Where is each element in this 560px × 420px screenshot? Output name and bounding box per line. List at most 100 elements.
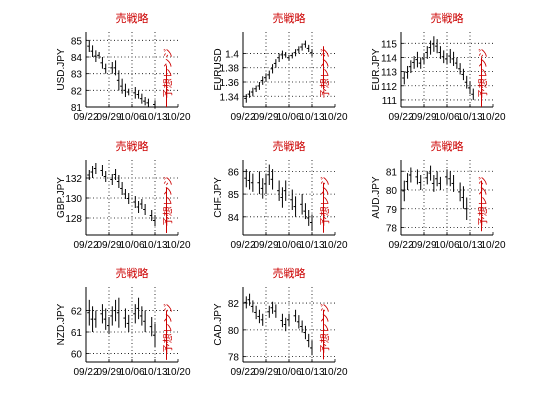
x-tick-label: 09/29 (96, 367, 121, 378)
y-axis-label: EUR.JPY (371, 48, 382, 91)
chart-panel: 111 112 113 114 115 09/2209/2910/0610/1310/20… (371, 11, 506, 123)
forecast-range-label: 予想レンジ (161, 48, 174, 98)
x-tick-label: 09/29 (96, 240, 121, 251)
chart-title: 売戦略 (116, 11, 149, 25)
x-tick-label: 10/13 (299, 367, 324, 378)
x-tick-label: 09/22 (230, 112, 255, 123)
x-tick-label: 09/29 (411, 240, 436, 251)
x-tick-label: 10/06 (119, 240, 144, 251)
y-tick-label: 86 (228, 167, 240, 178)
x-tick-label: 10/20 (480, 112, 505, 123)
x-tick-label: 09/29 (253, 112, 278, 123)
x-tick-label: 09/22 (73, 240, 98, 251)
y-tick-label: 81 (71, 103, 83, 114)
y-tick-label: 115 (381, 39, 397, 50)
x-tick-label: 10/20 (480, 240, 505, 251)
x-tick-label: 09/29 (253, 367, 278, 378)
chart-title: 売戦略 (431, 139, 464, 153)
y-tick-label: 60 (71, 349, 83, 360)
y-tick-label: 61 (71, 328, 83, 339)
y-tick-label: 78 (386, 224, 398, 235)
y-tick-label: 128 (65, 214, 82, 225)
forecast-range-label: 予想レンジ (161, 303, 174, 353)
y-axis-label: EURUSD (213, 48, 224, 90)
chart-title: 売戦略 (273, 266, 306, 280)
chart-panel: 1.34 1.36 1.38 1.4 09/2209/2910/0610/1310/20… (213, 11, 348, 123)
x-tick-label: 09/22 (230, 240, 255, 251)
y-axis-label: USD.JPY (56, 48, 67, 91)
x-tick-label: 09/22 (388, 112, 413, 123)
y-tick-label: 82 (228, 299, 240, 310)
x-tick-label: 10/06 (119, 367, 144, 378)
y-tick-label: 80 (228, 326, 240, 337)
y-tick-label: 113 (381, 68, 397, 79)
chart-title: 売戦略 (116, 139, 149, 153)
x-tick-label: 09/22 (230, 367, 255, 378)
x-tick-label: 10/13 (142, 240, 167, 251)
forecast-range-label: 予想レンジ (318, 303, 331, 353)
y-tick-label: 132 (65, 174, 82, 185)
y-axis-label: GBP.JPY (56, 177, 67, 218)
x-tick-label: 09/29 (253, 240, 278, 251)
x-tick-label: 10/06 (276, 112, 301, 123)
y-tick-label: 85 (71, 36, 83, 47)
y-tick-label: 85 (228, 190, 240, 201)
x-tick-label: 09/22 (388, 240, 413, 251)
x-tick-label: 10/13 (142, 367, 167, 378)
y-tick-label: 81 (386, 167, 398, 178)
forecast-range-label: 予想レンジ (476, 48, 489, 98)
chart-title: 売戦略 (116, 266, 149, 280)
y-tick-label: 84 (71, 53, 83, 64)
y-axis-label: CAD.JPY (213, 303, 224, 346)
y-tick-label: 114 (381, 53, 397, 64)
x-tick-label: 10/20 (322, 240, 347, 251)
x-tick-label: 10/13 (299, 112, 324, 123)
x-tick-label: 10/20 (322, 112, 347, 123)
x-tick-label: 10/06 (434, 240, 459, 251)
y-tick-label: 1.4 (225, 49, 239, 60)
y-tick-label: 80 (386, 186, 398, 197)
x-tick-label: 10/13 (457, 112, 482, 123)
y-tick-label: 130 (65, 194, 82, 205)
forecast-range-label: 予想レンジ (476, 176, 489, 226)
x-tick-label: 10/13 (142, 112, 167, 123)
x-tick-label: 09/22 (73, 112, 98, 123)
x-tick-label: 10/06 (119, 112, 144, 123)
x-tick-label: 10/06 (276, 367, 301, 378)
y-axis-label: CHF.JPY (213, 177, 224, 218)
forecast-range-label: 予想レンジ (318, 48, 331, 98)
x-tick-label: 09/22 (73, 367, 98, 378)
y-tick-label: 1.38 (220, 64, 240, 75)
y-axis-label: AUD.JPY (371, 176, 382, 219)
y-tick-label: 111 (382, 96, 398, 107)
x-tick-label: 10/06 (434, 112, 459, 123)
x-tick-label: 10/13 (457, 240, 482, 251)
forecast-range-label: 予想レンジ (318, 176, 331, 226)
x-tick-label: 10/06 (276, 240, 301, 251)
x-tick-label: 09/29 (96, 112, 121, 123)
forecast-range-label: 予想レンジ (161, 176, 174, 226)
y-tick-label: 82 (71, 86, 83, 97)
chart-title: 売戦略 (431, 11, 464, 25)
y-tick-label: 83 (71, 70, 83, 81)
chart-title: 売戦略 (273, 11, 306, 25)
y-tick-label: 79 (386, 205, 398, 216)
y-tick-label: 84 (228, 213, 240, 224)
x-tick-label: 10/13 (299, 240, 324, 251)
x-tick-label: 10/20 (165, 112, 190, 123)
chart-title: 売戦略 (273, 139, 306, 153)
y-tick-label: 112 (381, 82, 397, 93)
x-tick-label: 10/20 (165, 367, 190, 378)
x-tick-label: 10/20 (322, 367, 347, 378)
x-tick-label: 10/20 (165, 240, 190, 251)
y-tick-label: 1.34 (220, 92, 240, 103)
y-axis-label: NZD.JPY (56, 303, 67, 345)
y-tick-label: 62 (71, 307, 83, 318)
